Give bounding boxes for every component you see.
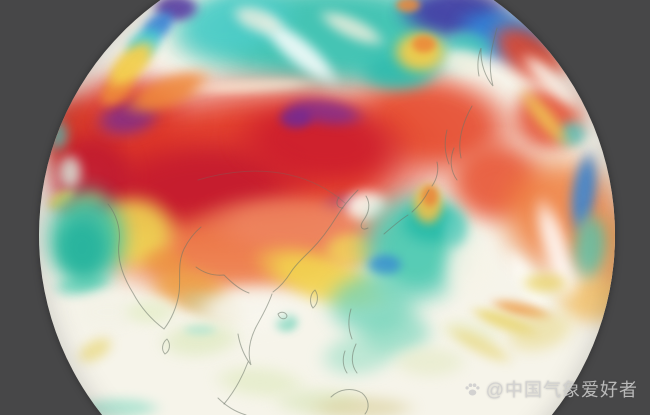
anomaly-blob xyxy=(388,344,472,380)
anomaly-blob xyxy=(120,297,180,327)
anomaly-blob xyxy=(420,183,440,209)
anomaly-blob xyxy=(75,396,165,415)
paw-icon xyxy=(465,382,480,396)
globe-temperature-anomaly-map xyxy=(39,0,615,415)
anomaly-blob xyxy=(441,210,469,250)
watermark: @中国气象爱好者 xyxy=(463,376,638,402)
temperature-anomaly-field xyxy=(39,0,615,415)
anomaly-blob xyxy=(52,212,112,284)
anomaly-blob xyxy=(519,271,571,295)
anomaly-blob xyxy=(180,324,220,336)
anomaly-blob xyxy=(302,394,422,415)
anomaly-blob xyxy=(393,0,423,14)
watermark-text: @中国气象爱好者 xyxy=(485,380,638,400)
anomaly-blob xyxy=(69,328,121,372)
anomaly-blob xyxy=(46,117,70,153)
anomaly-blob xyxy=(56,152,84,192)
anomaly-blob xyxy=(276,105,316,131)
anomaly-blob xyxy=(409,33,439,55)
